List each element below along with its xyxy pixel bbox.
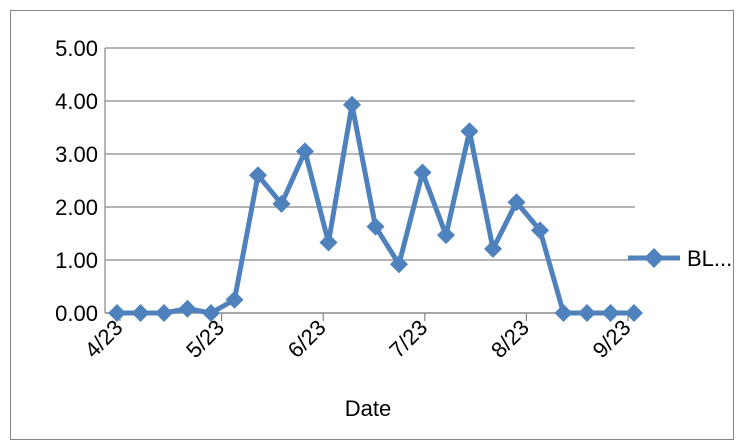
data-point-marker [625,304,643,322]
data-point-marker [131,304,150,322]
y-tick-label: 5.00 [55,36,98,61]
data-point-marker [437,226,455,245]
data-point-marker [319,233,338,252]
y-tick-label: 1.00 [55,248,98,273]
y-axis: 0.00 1.00 2.00 3.00 4.00 5.00 [55,36,106,326]
gridlines [105,47,635,314]
data-point-marker [531,221,549,240]
line-chart: 0.001.002.003.004.005.00 4/23 5/23 6/23 7/2… [55,36,732,421]
series-line [117,102,634,316]
data-point-marker [413,163,432,182]
y-tick-label: 3.00 [55,142,98,167]
legend: BL... [628,246,732,271]
legend-label: BL... [687,246,732,271]
data-point-marker [578,304,596,322]
data-point-marker [390,255,408,274]
y-tick-label: 4.00 [55,89,98,114]
data-point-marker [460,122,479,141]
data-point-marker [296,142,314,161]
data-point-marker [366,217,385,236]
data-point-marker [507,193,526,212]
data-point-marker [343,95,361,114]
data-point-marker [484,239,502,258]
y-tick-label: 2.00 [55,195,98,220]
x-tick-label: 8/23 [486,315,534,363]
x-tick-label: 5/23 [181,315,229,363]
x-tick-label: 6/23 [283,315,331,363]
data-point-marker [249,166,267,185]
x-axis-title: Date [345,396,391,421]
data-point-marker [178,299,197,318]
data-point-marker [554,304,573,322]
legend-diamond-icon [644,248,664,268]
data-point-marker [155,304,173,322]
data-point-marker [601,304,620,322]
data-point-marker [108,304,126,322]
y-tick-label: 0.00 [55,301,98,326]
x-tick-label: 7/23 [384,315,432,363]
x-tick-label: 9/23 [588,315,636,363]
data-point-marker [202,304,220,322]
data-point-marker [225,290,244,309]
data-point-marker [272,194,291,213]
series-layer [108,95,643,322]
